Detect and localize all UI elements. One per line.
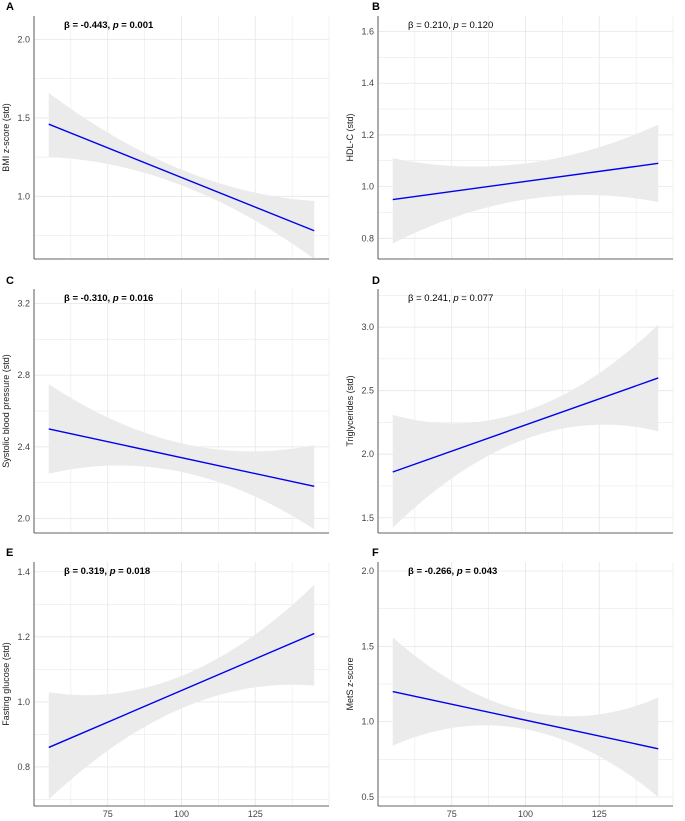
y-tick-label: 1.6 (361, 27, 374, 37)
annotation-p-symbol: p (112, 20, 119, 31)
y-tick-label: 1.0 (17, 697, 30, 707)
stat-annotation: β = 0.210, p = 0.120 (408, 20, 493, 31)
y-tick-label: 3.2 (17, 298, 30, 308)
confidence-band (48, 584, 315, 800)
y-tick-label: 1.2 (17, 632, 30, 642)
regression-line (392, 377, 659, 473)
panel-letter: A (6, 1, 14, 13)
panel-d: D 1.5 2.0 2.5 3.0 Triglycerides (std) β = 0.24… (345, 275, 674, 534)
annotation-p-value: = 0.077 (459, 293, 494, 304)
stat-annotation: β = -0.266, p = 0.043 (408, 566, 497, 577)
panel-b: B 0.8 1.0 1.2 1.4 1.6 HDL-C (std) β = 0.210, p … (345, 1, 674, 260)
y-tick-label: 1.5 (361, 641, 374, 651)
y-axis-title: Triglycerides (std) (345, 375, 355, 446)
y-tick-label: 1.0 (361, 182, 374, 192)
regression-line (48, 123, 315, 232)
x-tick-label: 125 (248, 809, 263, 819)
panel-e: E 0.8 1.0 1.2 1.4 75 100 125 Fasting glucose (st… (1, 547, 330, 819)
regression-line (392, 162, 659, 201)
y-tick-label: 2.0 (361, 566, 374, 576)
panel-letter: B (372, 1, 380, 13)
annotation-p-symbol: p (452, 20, 458, 31)
annotation-p-symbol: p (109, 566, 116, 577)
panel-letter: E (6, 547, 13, 559)
y-axis-title: MetS z-score (345, 657, 355, 710)
annotation-beta: β = -0.266, (408, 566, 457, 577)
y-tick-label: 2.0 (17, 514, 30, 524)
annotation-beta: β = -0.443, (64, 20, 113, 31)
x-tick-label: 75 (103, 809, 113, 819)
y-tick-label: 1.0 (361, 717, 374, 727)
y-tick-label: 2.0 (361, 449, 374, 459)
confidence-band (48, 92, 315, 259)
annotation-p-value: = 0.120 (459, 20, 494, 31)
stat-annotation: β = 0.241, p = 0.077 (408, 293, 493, 304)
y-axis-title: BMI z-score (std) (1, 103, 11, 172)
regression-line (392, 690, 659, 750)
y-tick-label: 1.4 (361, 78, 374, 88)
x-tick-label: 125 (592, 809, 607, 819)
y-axis-title: Fasting glucose (std) (1, 642, 11, 726)
x-tick-label: 100 (518, 809, 533, 819)
annotation-beta: β = 0.210, (408, 20, 453, 31)
panel-letter: D (372, 275, 380, 287)
annotation-p-symbol: p (112, 293, 119, 304)
y-tick-label: 1.4 (17, 567, 30, 577)
annotation-p-value: = 0.001 (119, 20, 154, 31)
confidence-band (392, 637, 659, 797)
panel-a: A 1.0 1.5 2.0 BMI z-score (std) β = -0.443, p… (1, 1, 330, 260)
y-tick-label: 2.8 (17, 370, 30, 380)
y-tick-label: 1.5 (17, 113, 30, 123)
y-axis-title: Systolic blood pressure (std) (1, 354, 11, 468)
y-tick-label: 1.2 (361, 130, 374, 140)
y-tick-label: 3.0 (361, 322, 374, 332)
y-tick-label: 1.5 (361, 513, 374, 523)
y-tick-label: 0.5 (361, 792, 374, 802)
panel-c: C 2.0 2.4 2.8 3.2 Systolic blood pressure (st… (1, 275, 330, 534)
confidence-band (48, 384, 315, 530)
stat-annotation: β = 0.319, p = 0.018 (64, 566, 150, 577)
annotation-p-value: = 0.043 (463, 566, 498, 577)
y-tick-label: 0.8 (17, 762, 30, 772)
panel-letter: F (372, 547, 379, 559)
stat-annotation: β = -0.310, p = 0.016 (64, 293, 153, 304)
stat-annotation: β = -0.443, p = 0.001 (64, 20, 154, 31)
y-axis-title: HDL-C (std) (345, 113, 355, 161)
annotation-beta: β = 0.319, (64, 566, 110, 577)
y-tick-label: 0.8 (361, 233, 374, 243)
annotation-p-value: = 0.018 (116, 566, 151, 577)
y-tick-label: 2.5 (361, 386, 374, 396)
panel-letter: C (6, 275, 14, 287)
annotation-p-symbol: p (452, 293, 458, 304)
confidence-band (392, 324, 659, 528)
confidence-band (392, 124, 659, 244)
annotation-p-symbol: p (456, 566, 463, 577)
y-tick-label: 2.4 (17, 442, 30, 452)
annotation-beta: β = -0.310, (64, 293, 113, 304)
y-tick-label: 1.0 (17, 191, 30, 201)
annotation-p-value: = 0.016 (119, 293, 154, 304)
y-tick-label: 2.0 (17, 35, 30, 45)
x-tick-label: 75 (447, 809, 457, 819)
regression-line (48, 632, 315, 749)
regression-line (48, 428, 315, 488)
annotation-beta: β = 0.241, (408, 293, 453, 304)
x-tick-label: 100 (174, 809, 189, 819)
